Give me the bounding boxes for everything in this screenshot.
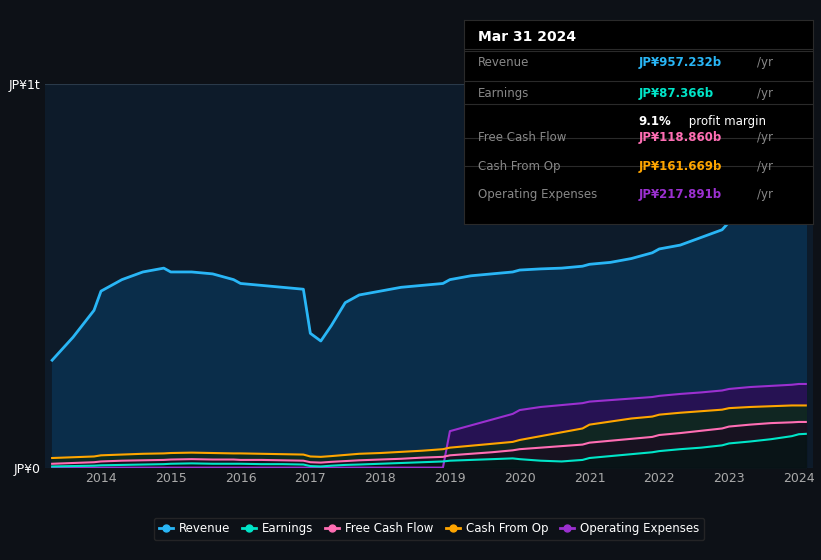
- Text: Mar 31 2024: Mar 31 2024: [478, 30, 576, 44]
- Text: 9.1%: 9.1%: [639, 115, 671, 128]
- Text: Operating Expenses: Operating Expenses: [478, 188, 597, 201]
- Text: JP¥217.891b: JP¥217.891b: [639, 188, 722, 201]
- Text: profit margin: profit margin: [686, 115, 767, 128]
- Text: JP¥957.232b: JP¥957.232b: [639, 57, 722, 69]
- Text: Cash From Op: Cash From Op: [478, 160, 560, 172]
- Text: /yr: /yr: [757, 87, 773, 100]
- Text: Earnings: Earnings: [478, 87, 530, 100]
- Text: JP¥87.366b: JP¥87.366b: [639, 87, 713, 100]
- Text: Free Cash Flow: Free Cash Flow: [478, 131, 566, 144]
- Text: Revenue: Revenue: [478, 57, 530, 69]
- Text: /yr: /yr: [757, 131, 773, 144]
- Text: /yr: /yr: [757, 188, 773, 201]
- Text: JP¥118.860b: JP¥118.860b: [639, 131, 722, 144]
- Text: /yr: /yr: [757, 160, 773, 172]
- Text: JP¥161.669b: JP¥161.669b: [639, 160, 722, 172]
- Text: /yr: /yr: [757, 57, 773, 69]
- Legend: Revenue, Earnings, Free Cash Flow, Cash From Op, Operating Expenses: Revenue, Earnings, Free Cash Flow, Cash …: [154, 517, 704, 540]
